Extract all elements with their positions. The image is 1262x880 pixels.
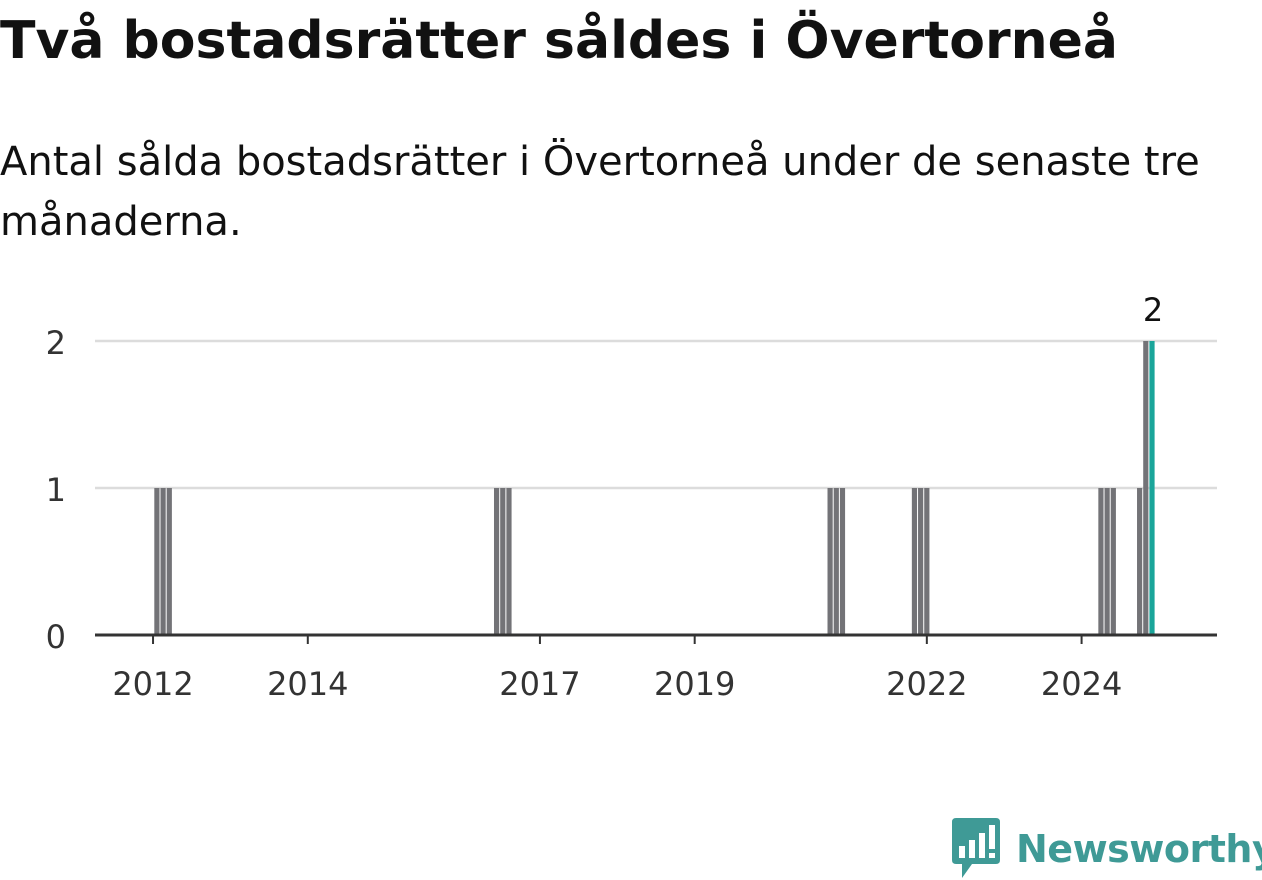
bar [839, 488, 846, 635]
bar [160, 488, 166, 635]
newsworthy-logo: Newsworthy [950, 818, 1262, 880]
bar [1137, 488, 1143, 635]
bar [506, 488, 512, 635]
bar [1098, 488, 1104, 635]
y-axis: 0 1 2 [46, 324, 66, 656]
x-tick-label: 2012 [112, 665, 193, 703]
y-tick-label: 2 [46, 324, 66, 362]
bar [918, 488, 924, 635]
bar [833, 488, 839, 635]
gridlines [95, 339, 1217, 490]
data-label: 2 [1143, 291, 1163, 329]
x-axis: 2012 2014 2017 2019 2022 2024 [95, 633, 1217, 703]
y-tick-label: 1 [46, 471, 66, 509]
bar-highlight [1149, 341, 1155, 635]
bar [500, 488, 506, 635]
x-tick-label: 2024 [1041, 665, 1122, 703]
brand-name: Newsworthy [1016, 827, 1262, 871]
x-tick-label: 2014 [267, 665, 348, 703]
bar [827, 488, 833, 635]
chart-subtitle: Antal sålda bostadsrätter i Övertorneå u… [0, 139, 1200, 245]
bar [1104, 488, 1110, 635]
bar [166, 488, 172, 635]
bar [924, 488, 930, 635]
bar [1110, 488, 1116, 635]
bar [154, 488, 160, 635]
bar [1143, 341, 1149, 635]
x-tick-label: 2017 [499, 665, 580, 703]
newsworthy-chart-bubble-icon [952, 818, 1000, 878]
bar [493, 488, 500, 635]
bar-series [154, 341, 1155, 635]
data-labels: 2 [1143, 291, 1163, 329]
y-tick-label: 0 [46, 618, 66, 656]
bar [911, 488, 918, 635]
chart-title: Två bostadsrätter såldes i Övertorneå [0, 11, 1118, 71]
x-tick-label: 2022 [886, 665, 967, 703]
x-tick-label: 2019 [654, 665, 735, 703]
